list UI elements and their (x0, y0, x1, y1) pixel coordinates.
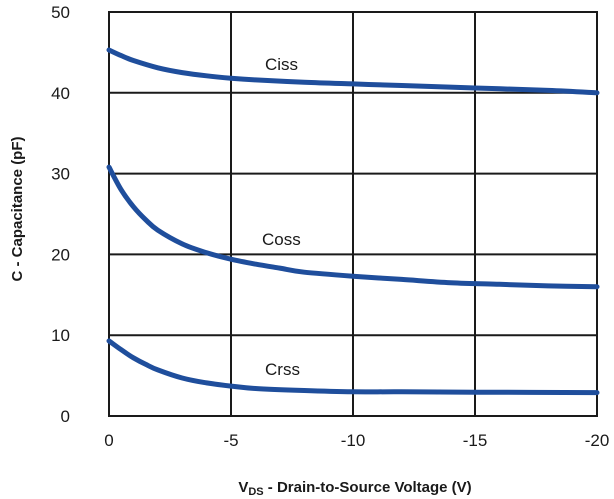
tick-labels: 0 -5 -10 -15 -20 0 10 20 30 40 50 (51, 3, 609, 450)
y-tick-label: 30 (51, 165, 70, 184)
series-line-crss (106, 338, 600, 396)
y-tick-label: 10 (51, 326, 70, 345)
x-tick-label: -10 (341, 431, 366, 450)
series-line-coss (106, 164, 600, 290)
series-label-ciss: Ciss (265, 55, 298, 74)
x-axis-label: VDS - Drain-to-Source Voltage (V) (238, 479, 471, 498)
x-axis-label-text: - Drain-to-Source Voltage (V) (264, 479, 472, 496)
y-axis-label: C - Capacitance (pF) (9, 136, 26, 281)
x-axis-label-subscript: DS (248, 486, 263, 498)
y-tick-label: 50 (51, 3, 70, 22)
series-line-ciss (106, 47, 600, 96)
series-lines (106, 47, 600, 396)
y-tick-label: 20 (51, 245, 70, 264)
plot-frame (108, 11, 598, 417)
grid (108, 11, 598, 417)
series-label-coss: Coss (262, 230, 301, 249)
y-tick-label: 0 (61, 407, 70, 426)
x-tick-label: -20 (585, 431, 610, 450)
x-tick-label: 0 (104, 431, 113, 450)
series-label-crss: Crss (265, 360, 300, 379)
x-tick-label: -15 (463, 431, 488, 450)
x-tick-label: -5 (223, 431, 238, 450)
x-axis-label-prefix: V (238, 479, 248, 496)
y-tick-label: 40 (51, 84, 70, 103)
